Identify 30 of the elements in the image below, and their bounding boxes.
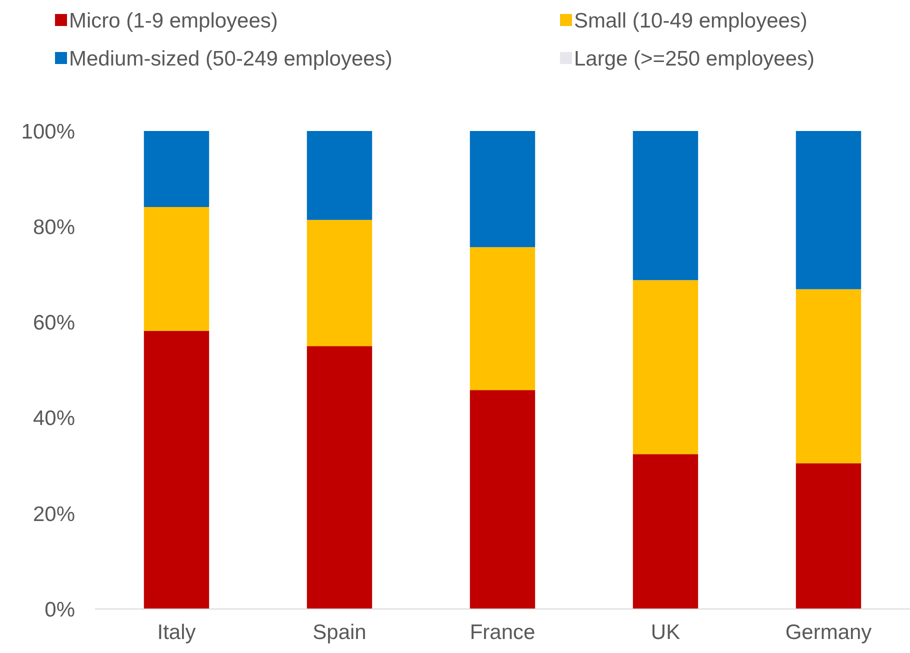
x-tick-label: France <box>470 621 536 644</box>
bar <box>796 289 862 464</box>
bar <box>470 390 536 609</box>
bar <box>632 280 698 454</box>
bar <box>796 131 862 290</box>
y-tick-label: 20% <box>32 502 75 526</box>
y-tick-label: 0% <box>44 598 75 622</box>
y-tick-label: 60% <box>32 312 75 335</box>
x-tick-label: Germany <box>785 621 872 644</box>
legend-label: Micro (1-9 employees) <box>69 9 278 32</box>
y-tick-label: 100% <box>21 120 75 144</box>
bar <box>144 207 210 331</box>
bar <box>306 220 372 346</box>
bar <box>796 463 862 609</box>
bar <box>632 454 698 609</box>
x-tick-label: Italy <box>157 621 196 644</box>
bar <box>470 247 536 390</box>
x-tick-label: UK <box>650 621 680 644</box>
legend-label: Medium-sized (50-249 employees) <box>69 47 392 70</box>
y-tick-label: 80% <box>32 216 75 239</box>
bar <box>144 330 210 609</box>
bar <box>306 131 372 220</box>
y-tick-label: 40% <box>32 407 75 430</box>
legend-label: Small (10-49 employees) <box>574 9 808 32</box>
legend-label: Large (>=250 employees) <box>574 47 814 70</box>
x-tick-label: Spain <box>312 621 366 644</box>
bar <box>470 131 536 248</box>
bar <box>144 131 210 207</box>
bar <box>306 346 372 609</box>
bar <box>632 131 698 280</box>
